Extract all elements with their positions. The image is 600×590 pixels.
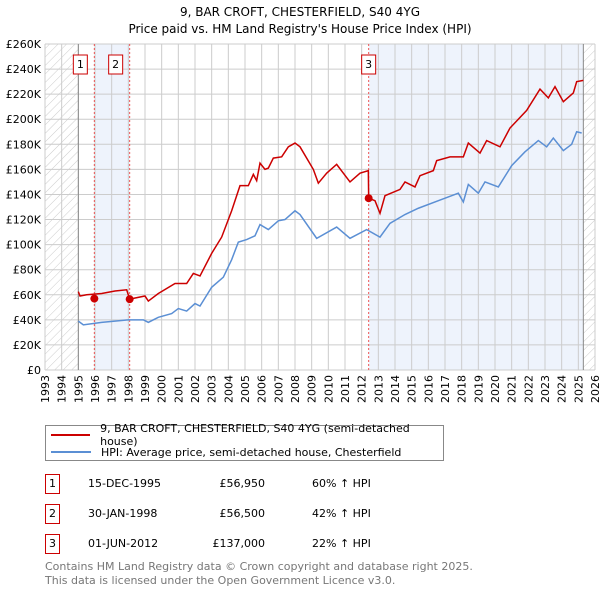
sale-date: 30-JAN-1998 xyxy=(88,507,158,520)
chart-subtitle: Price paid vs. HM Land Registry's House … xyxy=(128,22,471,36)
sale-label-box xyxy=(72,54,88,75)
sale-label-box xyxy=(361,54,377,75)
x-tick-label: 1993 xyxy=(39,375,52,403)
x-tick-label: 2019 xyxy=(472,375,485,403)
sale-date: 15-DEC-1995 xyxy=(88,477,162,490)
sale-label-box xyxy=(108,54,124,75)
chart-title: 9, BAR CROFT, CHESTERFIELD, S40 4YG xyxy=(180,5,420,19)
x-tick-label: 2017 xyxy=(439,375,452,403)
sale-date: 01-JUN-2012 xyxy=(88,537,159,550)
x-tick-label: 2014 xyxy=(389,375,402,403)
y-tick-label: £80K xyxy=(13,264,42,277)
x-tick-label: 2000 xyxy=(156,375,169,403)
y-tick-label: £120K xyxy=(6,214,42,227)
legend: 9, BAR CROFT, CHESTERFIELD, S40 4YG (sem… xyxy=(45,422,444,461)
sale-row: 1 15-DEC-1995 £56,950 60% ↑ HPI xyxy=(45,474,465,494)
x-tick-label: 2004 xyxy=(222,375,235,403)
x-tick-label: 1997 xyxy=(106,375,119,403)
x-tick-label: 2011 xyxy=(339,375,352,403)
sale-price: £56,950 xyxy=(219,477,266,490)
sale-label: 1 xyxy=(77,58,84,71)
x-tick-label: 1998 xyxy=(122,375,135,403)
x-tick-label: 2020 xyxy=(489,375,502,403)
price-chart: 9, BAR CROFT, CHESTERFIELD, S40 4YG Pric… xyxy=(6,5,600,403)
legend-label: HPI: Average price, semi-detached house,… xyxy=(101,445,402,459)
legend-item-property: 9, BAR CROFT, CHESTERFIELD, S40 4YG (sem… xyxy=(51,422,443,448)
blue-line-swatch xyxy=(51,451,91,453)
y-tick-label: £220K xyxy=(6,88,42,101)
sale-point xyxy=(364,194,373,203)
x-tick-label: 1994 xyxy=(56,375,69,403)
sale-price: £137,000 xyxy=(212,537,266,550)
sale-point xyxy=(125,295,134,304)
footer-copyright: Contains HM Land Registry data © Crown c… xyxy=(45,560,473,573)
x-tick-label: 2005 xyxy=(239,375,252,403)
x-tick-label: 2002 xyxy=(189,375,202,403)
sale-label: 3 xyxy=(365,58,372,71)
x-tick-label: 2022 xyxy=(522,375,535,403)
y-tick-label: £60K xyxy=(13,289,42,302)
sale-number: 3 xyxy=(45,534,60,554)
x-tick-label: 1995 xyxy=(72,375,85,403)
x-tick-label: 2018 xyxy=(456,375,469,403)
x-tick-label: 2010 xyxy=(322,375,335,403)
y-tick-label: £100K xyxy=(6,239,42,252)
x-tick-label: 2021 xyxy=(506,375,519,403)
y-tick-label: £160K xyxy=(6,163,42,176)
shaded-period xyxy=(368,44,584,370)
footer-licence: This data is licensed under the Open Gov… xyxy=(45,574,396,587)
y-tick-label: £200K xyxy=(6,113,42,126)
x-tick-label: 2023 xyxy=(539,375,552,403)
red-line-swatch xyxy=(51,434,91,436)
x-tick-label: 2015 xyxy=(406,375,419,403)
x-tick-label: 2006 xyxy=(256,375,269,403)
legend-label: 9, BAR CROFT, CHESTERFIELD, S40 4YG (sem… xyxy=(100,422,410,448)
sale-number: 2 xyxy=(45,504,60,524)
x-tick-label: 2026 xyxy=(589,375,600,403)
x-tick-label: 2025 xyxy=(572,375,585,403)
hatched-no-data xyxy=(583,44,595,370)
sale-price: £56,500 xyxy=(219,507,266,520)
y-tick-label: £140K xyxy=(6,188,42,201)
sale-number: 1 xyxy=(45,474,60,494)
x-tick-label: 2003 xyxy=(206,375,219,403)
sale-label: 2 xyxy=(112,58,119,71)
sale-row: 2 30-JAN-1998 £56,500 42% ↑ HPI xyxy=(45,504,465,524)
y-tick-label: £40K xyxy=(13,314,42,327)
sale-row: 3 01-JUN-2012 £137,000 22% ↑ HPI xyxy=(45,534,465,554)
x-tick-label: 2001 xyxy=(172,375,185,403)
sale-hpi: 42% ↑ HPI xyxy=(312,507,371,520)
x-tick-label: 2008 xyxy=(289,375,302,403)
legend-item-hpi: HPI: Average price, semi-detached house,… xyxy=(51,444,401,460)
x-tick-label: 2016 xyxy=(422,375,435,403)
sale-point xyxy=(90,294,99,303)
property-price-line xyxy=(77,79,584,303)
y-tick-label: £260K xyxy=(6,38,42,51)
sale-hpi: 22% ↑ HPI xyxy=(312,537,371,550)
y-tick-label: £20K xyxy=(13,339,42,352)
y-tick-label: £180K xyxy=(6,138,42,151)
x-tick-label: 2012 xyxy=(356,375,369,403)
x-tick-label: 2009 xyxy=(306,375,319,403)
x-tick-label: 1996 xyxy=(89,375,102,403)
x-tick-label: 1999 xyxy=(139,375,152,403)
sale-hpi: 60% ↑ HPI xyxy=(312,477,371,490)
y-tick-label: £0 xyxy=(27,364,41,377)
hpi-line xyxy=(77,130,582,326)
x-tick-label: 2013 xyxy=(372,375,385,403)
x-tick-label: 2007 xyxy=(272,375,285,403)
y-tick-label: £240K xyxy=(6,63,42,76)
x-tick-label: 2024 xyxy=(556,375,569,403)
